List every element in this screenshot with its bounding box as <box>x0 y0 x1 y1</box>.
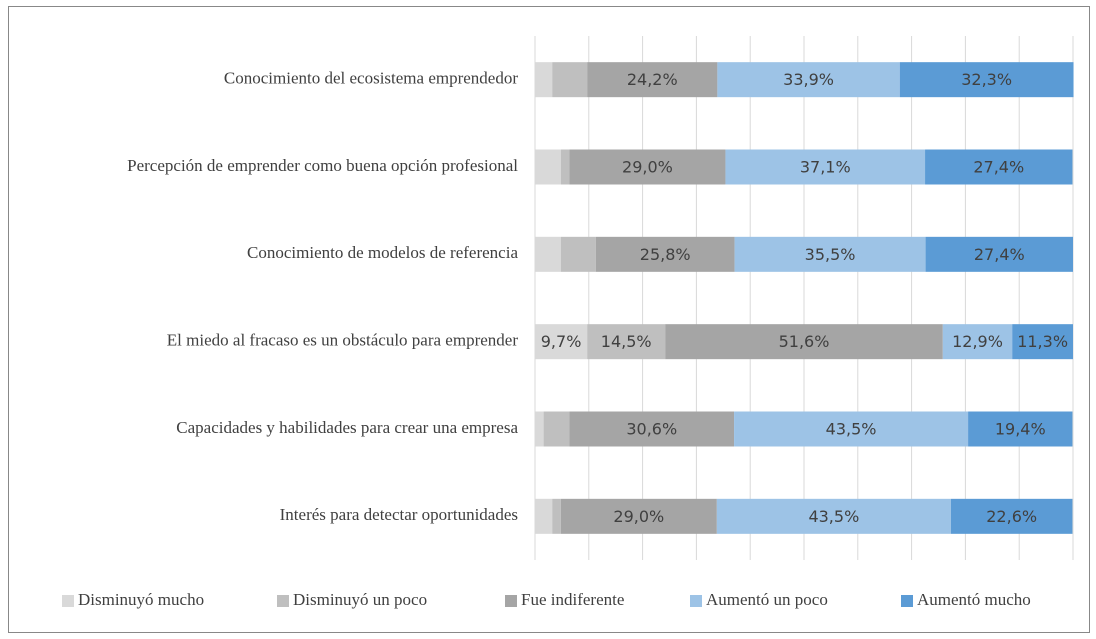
bar-segment <box>734 411 969 447</box>
bar-segment <box>725 149 926 185</box>
value-label: 29,0% <box>613 507 664 526</box>
legend-label: Disminuyó un poco <box>293 590 427 609</box>
bar-segment <box>535 324 588 360</box>
legend-label: Aumentó mucho <box>917 590 1031 609</box>
category-label: Capacidades y habilidades para crear una… <box>176 418 518 437</box>
bar-segment <box>925 149 1073 185</box>
bar-segment <box>552 498 561 534</box>
legend-swatch <box>277 595 289 607</box>
value-label: 12,9% <box>952 332 1003 351</box>
category-label: Interés para detectar oportunidades <box>280 505 518 524</box>
value-label: 9,7% <box>541 332 582 351</box>
chart-frame <box>8 6 1090 633</box>
value-label: 19,4% <box>995 420 1046 439</box>
bar-segment <box>587 62 718 98</box>
value-label: 32,3% <box>961 70 1012 89</box>
bar-segment <box>587 324 666 360</box>
bar-segment <box>950 498 1073 534</box>
category-label: El miedo al fracaso es un obstáculo para… <box>167 331 519 350</box>
value-label: 43,5% <box>826 420 877 439</box>
legend-swatch <box>62 595 74 607</box>
bar-segment <box>560 236 596 272</box>
bar-segment <box>560 149 570 185</box>
bar-segment <box>569 411 735 447</box>
value-label: 22,6% <box>986 507 1037 526</box>
bar-segment <box>899 62 1074 98</box>
bar-segment <box>717 62 900 98</box>
bar-segment <box>569 149 726 185</box>
legend-swatch <box>505 595 517 607</box>
value-label: 11,3% <box>1017 332 1068 351</box>
bar-segment <box>665 324 943 360</box>
bar-segment <box>1012 324 1073 360</box>
value-label: 14,5% <box>601 332 652 351</box>
legend-label: Disminuyó mucho <box>78 590 204 609</box>
legend-swatch <box>690 595 702 607</box>
bar-segment <box>552 62 588 98</box>
value-label: 37,1% <box>800 158 851 177</box>
value-label: 29,0% <box>622 158 673 177</box>
bar-segment <box>734 236 926 272</box>
category-label: Conocimiento de modelos de referencia <box>247 243 518 262</box>
value-label: 30,6% <box>626 420 677 439</box>
bar-segment <box>543 411 570 447</box>
value-label: 43,5% <box>808 507 859 526</box>
value-label: 35,5% <box>805 245 856 264</box>
value-label: 24,2% <box>627 70 678 89</box>
bar-segment <box>716 498 951 534</box>
category-label: Percepción de emprender como buena opció… <box>127 156 518 175</box>
bar-segment <box>535 411 544 447</box>
bar-segment <box>595 236 735 272</box>
bar-segment <box>535 498 553 534</box>
bar-segment <box>535 62 553 98</box>
bar-segment <box>925 236 1073 272</box>
bar-segment <box>942 324 1013 360</box>
value-label: 33,9% <box>783 70 834 89</box>
legend-label: Aumentó un poco <box>706 590 828 609</box>
value-label: 27,4% <box>973 158 1024 177</box>
bar-segment <box>535 236 561 272</box>
value-label: 27,4% <box>974 245 1025 264</box>
bar-segment <box>968 411 1073 447</box>
bar-segment <box>535 149 561 185</box>
legend-swatch <box>901 595 913 607</box>
category-label: Conocimiento del ecosistema emprendedor <box>224 69 518 88</box>
value-label: 51,6% <box>779 332 830 351</box>
value-label: 25,8% <box>640 245 691 264</box>
legend-label: Fue indiferente <box>521 590 624 609</box>
bar-segment <box>560 498 717 534</box>
